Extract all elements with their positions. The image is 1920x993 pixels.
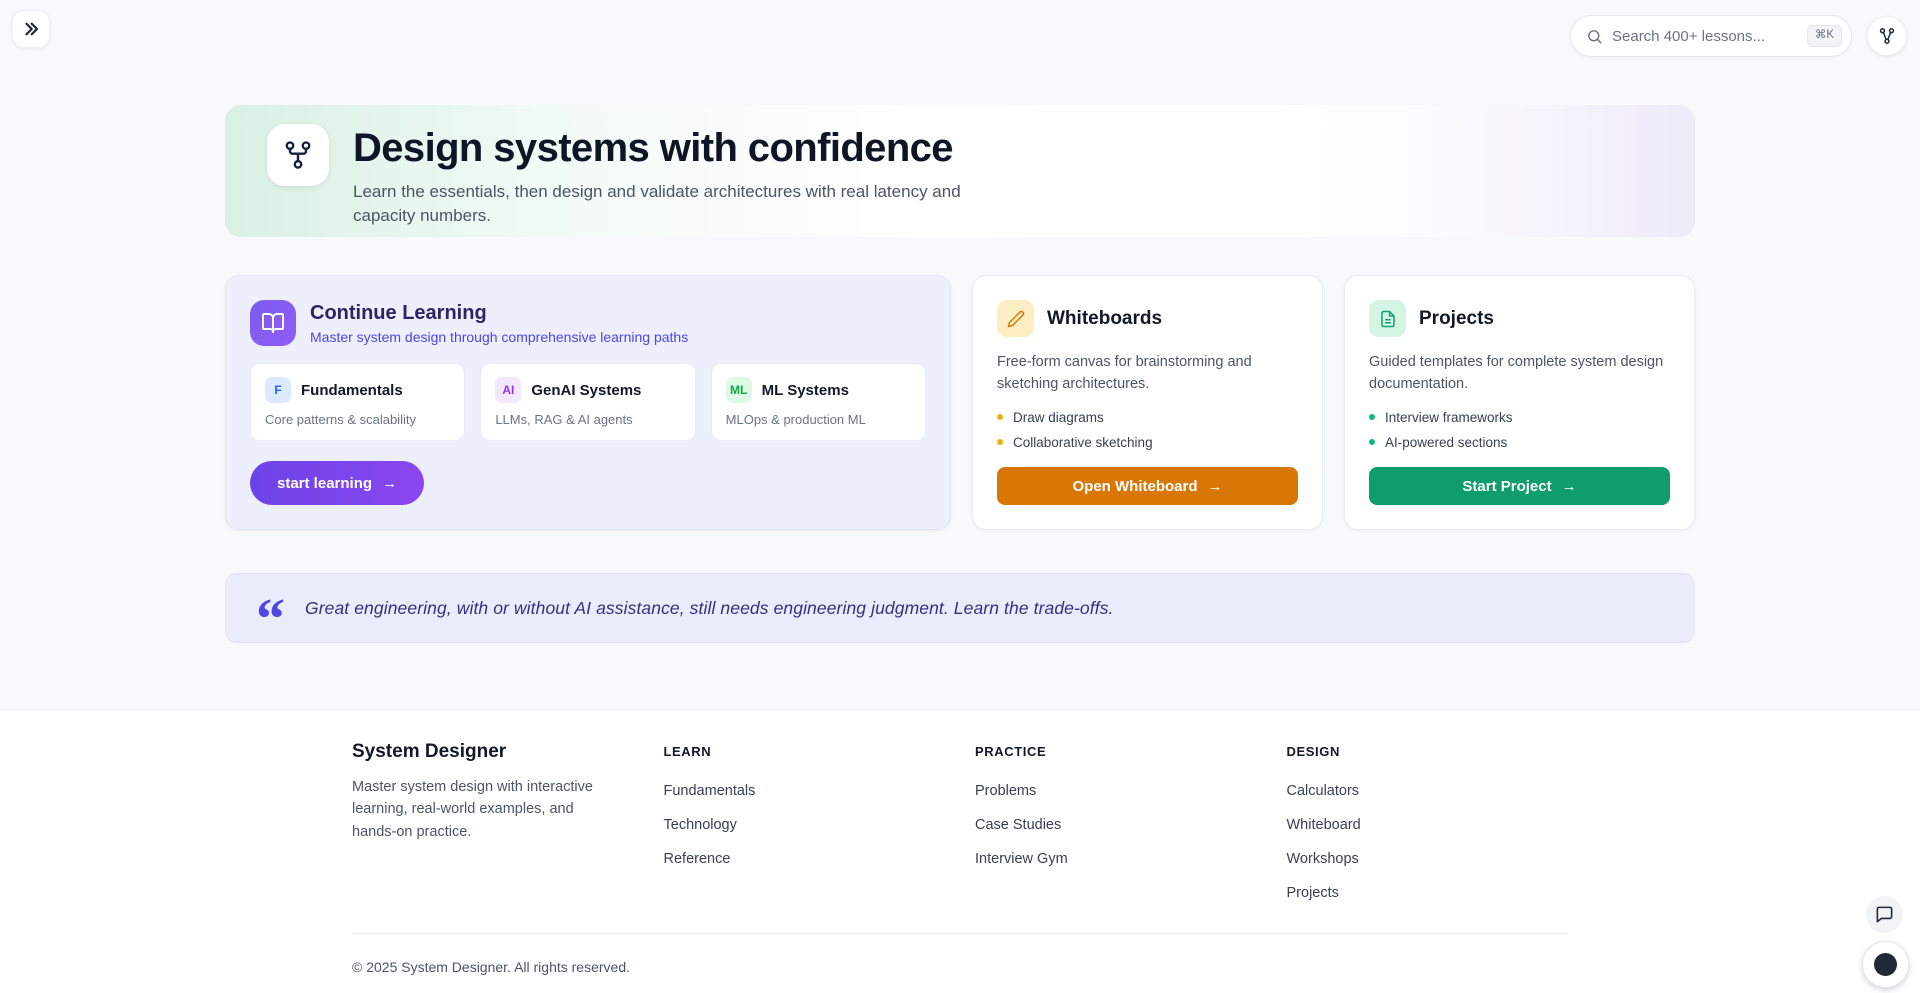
- continue-learning-subtitle: Master system design through comprehensi…: [310, 329, 689, 345]
- double-chevron-right-icon: [22, 20, 40, 38]
- footer-link-case-studies[interactable]: Case Studies: [975, 817, 1062, 833]
- bullet-item: Interview frameworks: [1369, 410, 1670, 425]
- bullet-label: Interview frameworks: [1385, 409, 1513, 425]
- solid-circle-icon: [1874, 953, 1897, 976]
- footer-copyright: © 2025 System Designer. All rights reser…: [352, 959, 630, 975]
- arrow-right-icon: →: [1561, 477, 1577, 495]
- bullet-label: Draw diagrams: [1013, 409, 1104, 425]
- feedback-chat-button[interactable]: [1866, 896, 1903, 933]
- quote-text: Great engineering, with or without AI as…: [305, 597, 1114, 618]
- path-card-fundamentals[interactable]: F Fundamentals Core patterns & scalabili…: [250, 363, 466, 441]
- footer-column-design: DESIGN Calculators Whiteboard Workshops …: [1287, 741, 1569, 901]
- quote-banner: “ Great engineering, with or without AI …: [225, 573, 1695, 651]
- page-title: Design systems with confidence: [353, 125, 954, 170]
- whiteboards-bullets: Draw diagrams Collaborative sketching: [997, 410, 1298, 450]
- git-fork-icon: [1878, 27, 1896, 45]
- continue-learning-header: Continue Learning Master system design t…: [250, 300, 926, 346]
- path-desc: Core patterns & scalability: [265, 412, 417, 427]
- page-subtitle: Learn the essentials, then design and va…: [353, 181, 961, 225]
- projects-title: Projects: [1419, 307, 1494, 329]
- pencil-icon: [997, 300, 1034, 337]
- footer-brand: System Designer: [352, 741, 507, 762]
- bullet-dot: [1369, 414, 1375, 420]
- hero-banner: Design systems with confidence Learn the…: [225, 105, 1695, 237]
- projects-bullets: Interview frameworks AI-powered sections: [1369, 410, 1670, 450]
- search-bar[interactable]: ⌘K: [1570, 15, 1852, 57]
- footer-column-practice: PRACTICE Problems Case Studies Interview…: [975, 741, 1257, 901]
- search-shortcut-badge: ⌘K: [1806, 25, 1842, 47]
- theme-toggle-button[interactable]: [1862, 941, 1909, 988]
- footer-link-interview-gym[interactable]: Interview Gym: [975, 851, 1068, 867]
- footer-link-reference[interactable]: Reference: [663, 851, 731, 867]
- topbar: ⌘K: [0, 0, 1920, 70]
- open-whiteboard-label: Open Whiteboard: [1072, 477, 1198, 495]
- footer-link-technology[interactable]: Technology: [663, 817, 737, 833]
- projects-card: Projects Guided templates for complete s…: [1344, 275, 1695, 530]
- bullet-dot: [997, 439, 1003, 445]
- bullet-item: Collaborative sketching: [997, 435, 1298, 450]
- whiteboards-card: Whiteboards Free-form canvas for brainst…: [972, 275, 1323, 530]
- footer-heading: DESIGN: [1286, 744, 1340, 759]
- footer-tagline: Master system design with interactive le…: [352, 779, 593, 840]
- footer-link-problems[interactable]: Problems: [975, 783, 1037, 799]
- ml-badge: ML: [725, 377, 752, 403]
- start-learning-button[interactable]: start learning →: [250, 461, 425, 505]
- open-book-icon: [250, 300, 296, 346]
- footer-heading: PRACTICE: [975, 744, 1047, 759]
- footer-brand-column: System Designer Master system design wit…: [352, 741, 634, 901]
- footer-heading: LEARN: [663, 744, 712, 759]
- bullet-label: AI-powered sections: [1385, 434, 1508, 450]
- footer-link-projects[interactable]: Projects: [1286, 885, 1339, 901]
- path-name: Fundamentals: [301, 381, 403, 399]
- path-name: ML Systems: [761, 381, 849, 399]
- sidebar-expand-button[interactable]: [12, 10, 50, 48]
- start-learning-label: start learning: [277, 474, 373, 492]
- start-project-button[interactable]: Start Project →: [1369, 467, 1670, 505]
- continue-learning-card: Continue Learning Master system design t…: [225, 275, 951, 530]
- bullet-item: Draw diagrams: [997, 410, 1298, 425]
- continue-learning-title: Continue Learning: [310, 302, 487, 324]
- start-project-label: Start Project: [1462, 477, 1552, 495]
- path-desc: LLMs, RAG & AI agents: [495, 412, 633, 427]
- file-text-icon: [1369, 300, 1406, 337]
- learning-paths: F Fundamentals Core patterns & scalabili…: [250, 363, 926, 441]
- bullet-label: Collaborative sketching: [1013, 434, 1153, 450]
- arrow-right-icon: →: [382, 474, 398, 492]
- path-name: GenAI Systems: [531, 381, 642, 399]
- footer-link-workshops[interactable]: Workshops: [1286, 851, 1359, 867]
- topbar-right: ⌘K: [1570, 15, 1907, 57]
- main-content: Design systems with confidence Learn the…: [225, 70, 1695, 651]
- bullet-item: AI-powered sections: [1369, 435, 1670, 450]
- arrow-right-icon: →: [1207, 477, 1223, 495]
- quote-mark-icon: “: [256, 585, 285, 651]
- path-desc: MLOps & production ML: [725, 412, 866, 427]
- open-whiteboard-button[interactable]: Open Whiteboard →: [997, 467, 1298, 505]
- whiteboards-title: Whiteboards: [1047, 307, 1163, 329]
- footer-link-whiteboard[interactable]: Whiteboard: [1286, 817, 1361, 833]
- projects-desc: Guided templates for complete system des…: [1369, 354, 1664, 392]
- genai-badge: AI: [495, 377, 522, 403]
- footer-column-learn: LEARN Fundamentals Technology Reference: [664, 741, 946, 901]
- path-card-ml-systems[interactable]: ML ML Systems MLOps & production ML: [710, 363, 926, 441]
- hero-icon-tile: [267, 124, 329, 186]
- path-card-genai-systems[interactable]: AI GenAI Systems LLMs, RAG & AI agents: [480, 363, 696, 441]
- chat-bubble-icon: [1875, 905, 1894, 924]
- bullet-dot: [997, 414, 1003, 420]
- whiteboards-desc: Free-form canvas for brainstorming and s…: [997, 354, 1252, 392]
- fundamentals-badge: F: [265, 377, 291, 403]
- cards-row: Continue Learning Master system design t…: [225, 275, 1695, 530]
- network-menu-button[interactable]: [1867, 16, 1907, 56]
- search-input[interactable]: [1612, 27, 1798, 45]
- footer-link-fundamentals[interactable]: Fundamentals: [663, 783, 756, 799]
- hero-text: Design systems with confidence Learn the…: [353, 115, 983, 228]
- footer: System Designer Master system design wit…: [0, 711, 1920, 993]
- footer-link-calculators[interactable]: Calculators: [1286, 783, 1360, 799]
- git-fork-icon: [282, 139, 314, 171]
- search-icon: [1586, 28, 1603, 45]
- footer-divider: [352, 933, 1568, 934]
- bullet-dot: [1369, 439, 1375, 445]
